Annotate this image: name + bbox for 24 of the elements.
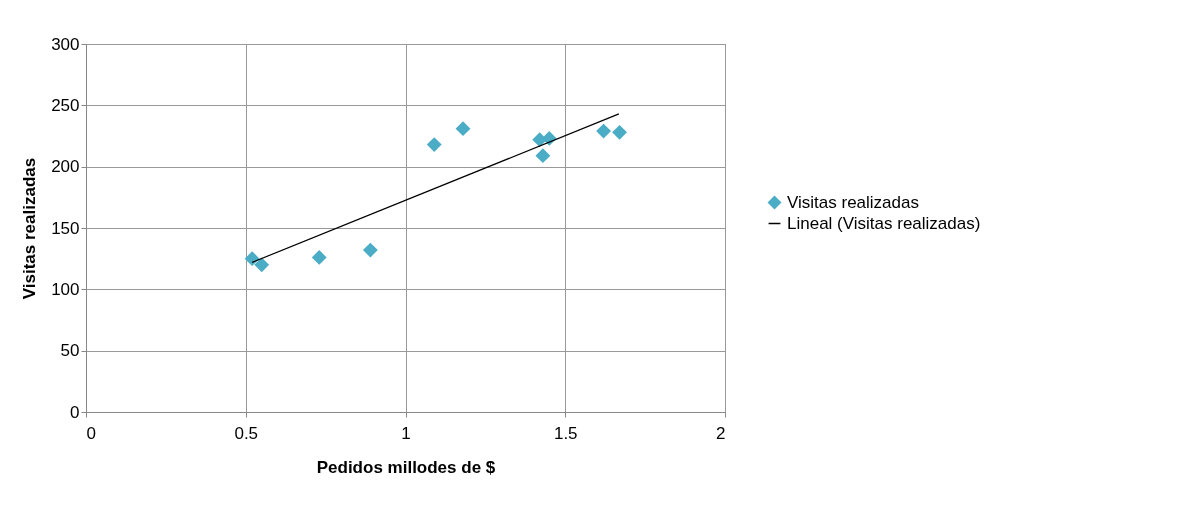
point [612,124,627,140]
y-tick-label: 150 [51,218,80,238]
x-tick-label: 0 [86,423,96,443]
y-tick-label: 250 [51,95,80,115]
y-tick-label: 300 [51,34,80,54]
y-tick-label: 50 [60,341,80,361]
legend-label: Visitas realizadas [787,192,919,212]
x-tick-label: 1.5 [553,423,578,443]
x-tick-label: 2 [716,423,726,443]
point [596,123,612,139]
point [455,121,471,137]
y-tick-label: 200 [51,157,80,177]
y-axis-title: Visitas realizadas [20,157,40,300]
y-tick-label: 100 [51,279,80,299]
x-axis-title: Pedidos millodes de $ [316,457,496,477]
point [426,137,442,152]
legend-label: Lineal (Visitas realizadas) [787,213,981,233]
point [254,257,270,273]
point [311,250,327,265]
point [362,242,378,258]
x-tick-label: 0.5 [234,423,259,443]
y-tick-label: 0 [70,402,80,422]
x-tick-label: 1 [401,423,411,443]
point [535,148,551,164]
